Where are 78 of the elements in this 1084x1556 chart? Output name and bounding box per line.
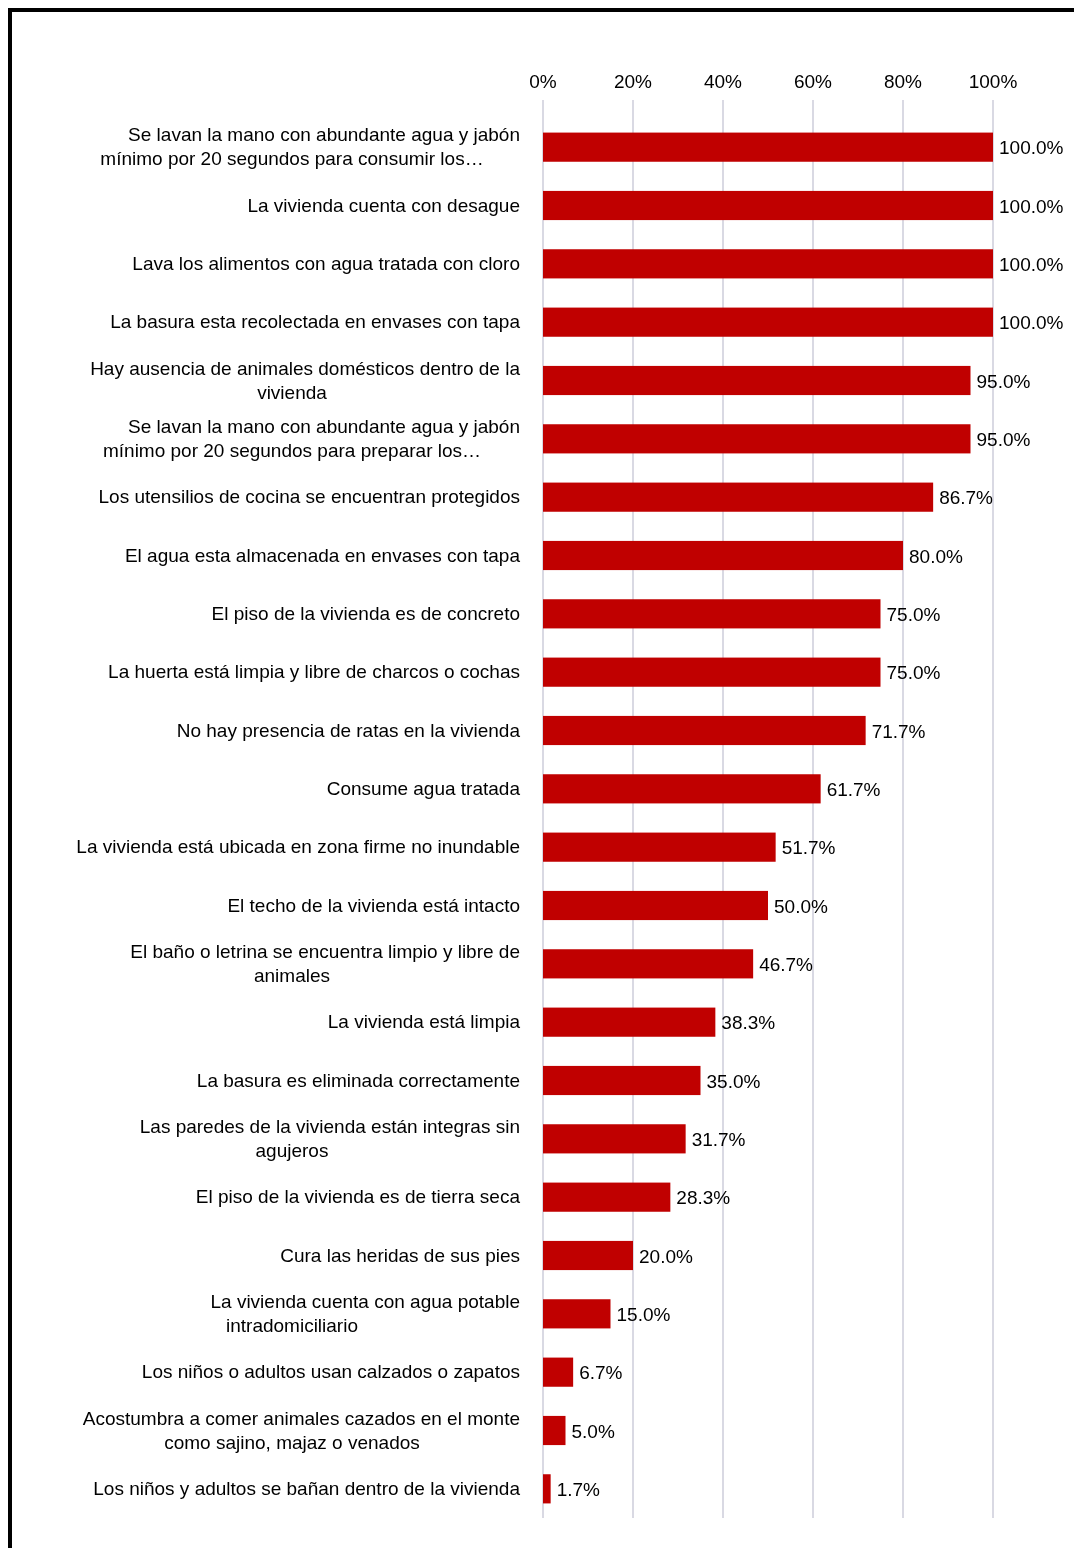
bar (543, 1124, 686, 1154)
y-tick-label: La basura es eliminada correctamente (196, 1069, 520, 1091)
y-tick-label: Las paredes de la vivienda están integras sin agujeros (139, 1115, 520, 1161)
y-tick-label: Se lavan la mano con abundante agua y jabón mínimo por 20 segundos para preparar los… (102, 415, 520, 461)
bar (543, 1182, 671, 1212)
data-label: 100.0% (999, 137, 1064, 159)
y-tick-label: La huerta está limpia y libre de charcos o cochas (108, 661, 520, 683)
data-label: 95.0% (976, 370, 1031, 392)
bar (543, 1299, 611, 1329)
y-tick-label: El techo de la vivienda está intacto (227, 894, 520, 916)
data-label: 75.0% (886, 603, 941, 625)
data-label: 1.7% (556, 1478, 601, 1500)
y-tick-label: Hay ausencia de animales domésticos dentro de la vivienda (90, 357, 521, 403)
bar (543, 774, 821, 804)
y-tick-label: Cura las heridas de sus pies (280, 1244, 520, 1266)
data-label: 15.0% (616, 1303, 671, 1325)
x-tick-label: 40% (703, 71, 743, 92)
y-tick-label: El baño o letrina se encuentra limpio y libre de animales (130, 940, 520, 986)
bar (543, 365, 971, 396)
data-label: 100.0% (999, 312, 1064, 334)
data-label: 75.0% (886, 662, 941, 684)
bar (543, 1415, 566, 1446)
bar (543, 1240, 633, 1271)
bar (543, 599, 881, 629)
bar (543, 1007, 716, 1037)
y-tick-label: La vivienda cuenta con desague (247, 194, 520, 216)
data-label: 20.0% (639, 1245, 693, 1267)
data-label: 6.7% (579, 1362, 623, 1384)
data-label: 95.0% (976, 428, 1031, 450)
y-tick-label: No hay presencia de ratas en la vivienda (176, 719, 521, 741)
bar (543, 832, 776, 862)
bar (543, 190, 993, 221)
y-tick-label: El piso de la vivienda es de concreto (211, 602, 520, 624)
x-tick-label: 80% (883, 71, 923, 92)
bar (543, 657, 881, 687)
data-label: 80.0% (909, 545, 963, 567)
y-tick-label: Consume agua tratada (326, 777, 521, 799)
y-tick-label: Los niños y adultos se bañan dentro de la vivienda (93, 1477, 521, 1499)
y-tick-label: Los utensilios de cocina se encuentran protegidos (98, 486, 520, 508)
data-label: 31.7% (691, 1128, 746, 1150)
bar (543, 424, 971, 454)
y-tick-label: El agua esta almacenada en envases con tapa (124, 544, 521, 566)
data-label: 28.3% (676, 1187, 731, 1209)
data-label: 71.7% (871, 720, 926, 742)
y-tick-label: El piso de la vivienda es de tierra seca (195, 1186, 521, 1208)
bar (543, 890, 768, 921)
y-tick-label: Acostumbra a comer animales cazados en el monte como sajino, majaz o venados (82, 1407, 520, 1453)
bar (543, 249, 993, 279)
x-tick-label: 100% (968, 71, 1018, 92)
bar (543, 1065, 701, 1096)
bar (543, 132, 993, 162)
y-tick-label: La vivienda está limpia (327, 1011, 521, 1033)
x-tick-label: 60% (793, 71, 833, 92)
y-tick-label: Se lavan la mano con abundante agua y jabón mínimo por 20 segundos para consumir los… (100, 124, 520, 170)
bar (543, 1474, 551, 1504)
data-label: 50.0% (774, 895, 828, 917)
bar (543, 540, 903, 571)
bar (543, 715, 866, 746)
data-label: 51.7% (781, 837, 836, 859)
y-tick-label: Lava los alimentos con agua tratada con cloro (132, 252, 520, 274)
x-tick-label: 20% (613, 71, 653, 92)
bar (543, 482, 934, 512)
data-label: 100.0% (999, 253, 1064, 275)
y-tick-label: Los niños o adultos usan calzados o zapatos (141, 1361, 520, 1383)
data-label: 38.3% (721, 1012, 776, 1034)
bar (543, 1357, 574, 1387)
y-tick-label: La basura esta recolectada en envases con tapa (110, 311, 521, 333)
data-label: 35.0% (706, 1070, 761, 1092)
y-tick-label: La vivienda cuenta con agua potable intradomiciliario (210, 1290, 520, 1336)
data-label: 100.0% (999, 195, 1064, 217)
bar (543, 949, 754, 979)
y-tick-label: La vivienda está ubicada en zona firme no inundable (76, 836, 520, 858)
data-label: 61.7% (826, 778, 881, 800)
x-tick-label: 0% (529, 71, 557, 92)
data-label: 86.7% (939, 487, 994, 509)
data-label: 46.7% (759, 953, 814, 975)
data-label: 5.0% (571, 1420, 615, 1442)
bar (543, 307, 993, 337)
